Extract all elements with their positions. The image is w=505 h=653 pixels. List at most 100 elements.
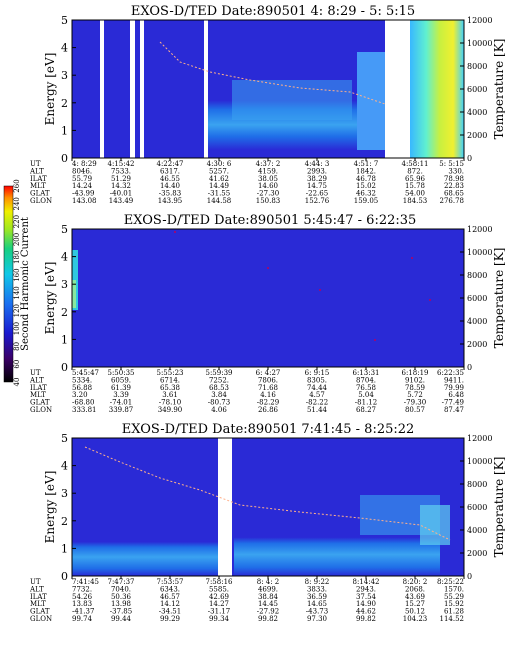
left-tick-label: 2 (61, 306, 68, 319)
left-tick-label: 2 (61, 97, 68, 110)
table-cell: 6: 9:15 (305, 369, 330, 377)
table-cell: -81.12 (355, 399, 377, 407)
table-cell: 4:37: 2 (256, 160, 281, 168)
table-cell: 14.60 (258, 182, 278, 190)
table-row-label: ALT (29, 167, 44, 175)
right-tick-label: 0 (467, 154, 472, 163)
table-cell: 13.98 (111, 600, 131, 608)
right-tick-label: 8000 (467, 62, 487, 71)
table-row-label: ALT (29, 376, 44, 384)
table-cell: 43.69 (405, 593, 425, 601)
table-cell: 8704. (356, 376, 376, 384)
colorbar-ticks: 40 60 80 100 120 140 160 180 200 220 240 260 (13, 179, 21, 386)
table-cell: 14.27 (209, 600, 229, 608)
panel-3-right-ticks: 0 2000 4000 6000 8000 10000 12000 (460, 434, 492, 581)
table-cell: 3.84 (211, 391, 227, 399)
table-cell: 51.44 (307, 406, 328, 414)
table-row-label: GLAT (30, 608, 50, 616)
table-cell: 7252. (209, 376, 229, 384)
table-cell: 5334. (72, 376, 92, 384)
table-cell: 36.59 (307, 593, 327, 601)
table-cell: 14.90 (356, 600, 376, 608)
table-cell: 6: 4:27 (256, 369, 281, 377)
table-cell: 51.29 (111, 175, 131, 183)
table-cell: 6343. (160, 585, 180, 593)
table-cell: 4:30: 6 (207, 160, 232, 168)
table-cell: 15.27 (405, 600, 425, 608)
table-row-label: GLON (30, 406, 52, 414)
table-cell: 7:41:45 (72, 578, 99, 586)
colorbar: Second Harmonic Current 40 60 80 100 120 140 1… (3, 179, 31, 386)
table-cell: 61.39 (111, 384, 131, 392)
table-cell: 26.86 (258, 406, 279, 414)
panel-1-ylabel-right: Temperature [K] (492, 39, 505, 140)
table-cell: 15.92 (444, 600, 464, 608)
table-cell: 87.47 (444, 406, 464, 414)
table-cell: 54.26 (72, 593, 93, 601)
table-cell: 8:25:22 (437, 578, 464, 586)
panel-2-title: EXOS-D/TED Date:890501 5:45:47 - 6:22:35 (124, 213, 417, 228)
table-cell: 4699. (258, 585, 278, 593)
colorbar-tick-label: 100 (13, 322, 21, 335)
table-cell: -37.85 (110, 608, 132, 616)
table-cell: -31.17 (208, 608, 230, 616)
table-cell: 14.24 (72, 182, 93, 190)
left-tick-label: 1 (61, 333, 68, 346)
table-cell: 7806. (258, 376, 278, 384)
table-cell: 38.05 (258, 175, 278, 183)
left-tick-label: 1 (61, 124, 68, 137)
table-cell: 6714. (160, 376, 180, 384)
table-cell: 8305. (307, 376, 327, 384)
left-tick-label: 4 (61, 42, 68, 55)
table-cell: 5:45:47 (72, 369, 99, 377)
table-cell: 46.32 (356, 190, 376, 198)
table-cell: 7732. (72, 585, 92, 593)
table-cell: 15.78 (405, 182, 425, 190)
table-cell: 76.58 (356, 384, 376, 392)
colorbar-tick-label: 200 (13, 233, 21, 246)
panel-3-ylabel-left: Energy [eV] (43, 471, 57, 544)
right-tick-label: 12000 (467, 225, 492, 234)
table-cell: -79.30 (404, 399, 426, 407)
right-tick-label: 10000 (467, 39, 492, 48)
table-cell: -43.73 (306, 608, 328, 616)
table-cell: 99.34 (209, 615, 230, 623)
panel-3-ylabel-right: Temperature [K] (492, 457, 505, 558)
left-tick-label: 0 (61, 152, 68, 165)
table-cell: -82.29 (257, 399, 279, 407)
table-cell: 1842. (356, 167, 376, 175)
table-cell: -22.65 (306, 190, 328, 198)
table-row-label: GLAT (30, 399, 50, 407)
colorbar-label: Second Harmonic Current (20, 217, 31, 351)
left-tick-label: 5 (61, 223, 68, 236)
table-cell: 14.75 (307, 182, 327, 190)
left-tick-label: 0 (61, 361, 68, 374)
table-cell: 339.87 (109, 406, 134, 414)
table-cell: 4.06 (211, 406, 227, 414)
table-cell: 14.40 (160, 182, 180, 190)
right-tick-label: 10000 (467, 248, 492, 257)
table-cell: 4: 8:29 (72, 160, 97, 168)
right-tick-label: 6000 (467, 294, 487, 303)
left-tick-label: 3 (61, 487, 68, 500)
table-cell: 78.98 (444, 175, 464, 183)
right-tick-label: 12000 (467, 434, 492, 443)
panel-1-title: EXOS-D/TED Date:890501 4: 8:29 - 5: 5:15 (131, 4, 415, 19)
table-cell: 65.96 (405, 175, 426, 183)
table-cell: 68.27 (356, 406, 376, 414)
table-cell: 55.29 (444, 593, 464, 601)
table-cell: 22.83 (444, 182, 464, 190)
table-cell: 14.32 (111, 182, 131, 190)
table-cell: 15.02 (356, 182, 376, 190)
table-cell: 276.78 (440, 197, 465, 205)
table-cell: 6:22:35 (437, 369, 464, 377)
colorbar-gradient (3, 185, 14, 383)
table-cell: -82.22 (306, 399, 328, 407)
table-cell: 44.62 (356, 608, 376, 616)
panel-1-temperature-line (159, 41, 386, 105)
table-cell: 68.53 (209, 384, 229, 392)
table-cell: -43.99 (72, 190, 94, 198)
table-cell: 144.58 (207, 197, 232, 205)
panel-3: EXOS-D/TED Date:890501 7:41:45 - 8:25:22… (29, 422, 505, 623)
table-cell: 104.23 (403, 615, 428, 623)
